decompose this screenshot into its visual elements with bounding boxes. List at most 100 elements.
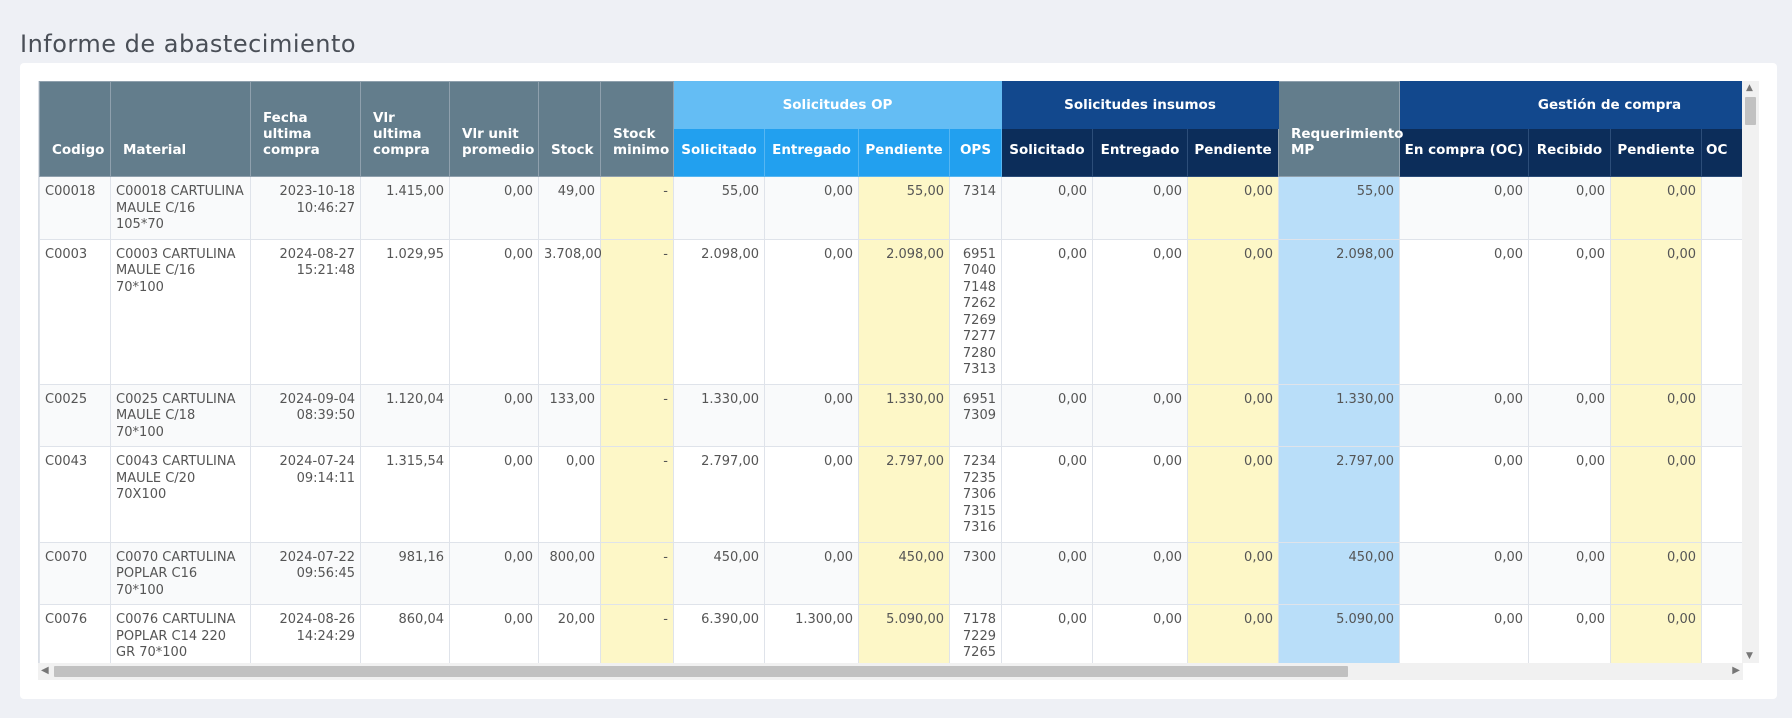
cell-op-ops: 6951 7040 7148 7262 7269 7277 7280 7313: [949, 238, 1002, 385]
cell-vlr-ultima-compra: 1.415,00: [360, 176, 450, 240]
cell-codigo: C0076: [39, 604, 111, 663]
cell-op-solicitado: 450,00: [673, 541, 765, 605]
cell-ins-pendiente: 0,00: [1187, 604, 1279, 663]
cell-requerimiento-mp: 55,00: [1278, 176, 1400, 240]
op-number[interactable]: 7316: [962, 520, 996, 535]
header-fecha-ultima-compra[interactable]: Fecha ultima compra: [250, 81, 361, 177]
table-row[interactable]: C0025 C0025 CARTULINA MAULE C/18 70*100 20…: [39, 383, 1744, 447]
cell-fecha-ultima-compra: 2024-07-24 09:14:11: [250, 446, 361, 543]
op-number[interactable]: 7300: [962, 549, 996, 565]
cell-op-solicitado: 6.390,00: [673, 604, 765, 663]
op-number[interactable]: 7306: [962, 487, 996, 502]
cell-ins-solicitado: 0,00: [1001, 446, 1093, 543]
op-number[interactable]: 7313: [962, 362, 996, 377]
header-gc-oc[interactable]: OC: [1700, 128, 1744, 177]
op-number[interactable]: 7234: [962, 454, 996, 469]
cell-gc-recibido: 0,00: [1528, 446, 1611, 543]
header-op-entregado[interactable]: Entregado: [764, 128, 859, 177]
op-number[interactable]: 7280: [962, 345, 996, 361]
header-material[interactable]: Material: [110, 81, 251, 177]
cell-material: C0076 CARTULINA POPLAR C14 220 GR 70*100: [110, 604, 251, 663]
op-number[interactable]: 7178: [962, 612, 996, 627]
cell-op-ops: 6951 7309: [949, 383, 1002, 447]
purchase-date: 2024-08-26: [279, 612, 355, 627]
cell-gc-oc: [1700, 446, 1744, 543]
cell-gc-en-compra: 0,00: [1399, 238, 1529, 385]
cell-requerimiento-mp: 2.797,00: [1278, 446, 1400, 543]
purchase-time: 09:56:45: [296, 566, 355, 581]
table-row[interactable]: C0003 C0003 CARTULINA MAULE C/16 70*100 20…: [39, 238, 1744, 385]
header-ins-solicitado[interactable]: Solicitado: [1001, 128, 1093, 177]
op-number[interactable]: 7148: [962, 279, 996, 295]
cell-op-pendiente: 1.330,00: [858, 383, 950, 447]
cell-op-pendiente: 2.098,00: [858, 238, 950, 385]
table-row[interactable]: C0076 C0076 CARTULINA POPLAR C14 220 GR 7…: [39, 604, 1744, 664]
header-ins-entregado[interactable]: Entregado: [1092, 128, 1188, 177]
header-ins-pendiente[interactable]: Pendiente: [1187, 128, 1279, 177]
cell-ins-pendiente: 0,00: [1187, 541, 1279, 605]
cell-ins-solicitado: 0,00: [1001, 176, 1093, 240]
op-number[interactable]: 7040: [962, 263, 996, 278]
header-gc-pendiente[interactable]: Pendiente: [1610, 128, 1702, 177]
header-stock[interactable]: Stock: [538, 81, 601, 177]
cell-gc-pendiente: 0,00: [1610, 383, 1702, 447]
op-number[interactable]: 7264: [955, 662, 996, 664]
cell-op-pendiente: 450,00: [858, 541, 950, 605]
cell-codigo: C0070: [39, 541, 111, 605]
op-number[interactable]: 7277: [962, 329, 996, 344]
cell-vlr-ultima-compra: 1.315,54: [360, 446, 450, 543]
scroll-down-icon[interactable]: ▼: [1746, 651, 1753, 661]
op-number[interactable]: 7314: [962, 184, 996, 199]
op-number[interactable]: 7235: [962, 470, 996, 486]
cell-vlr-ultima-compra: 860,04: [360, 604, 450, 663]
cell-stock: 800,00: [538, 541, 601, 605]
cell-gc-oc: [1700, 238, 1744, 385]
op-number[interactable]: 6951: [962, 246, 996, 262]
header-op-pendiente[interactable]: Pendiente: [858, 128, 950, 177]
header-stock-minimo[interactable]: Stock minimo: [600, 81, 674, 177]
header-vlr-ultima-compra[interactable]: Vlr ultima compra: [360, 81, 450, 177]
vertical-scroll-thumb[interactable]: [1745, 97, 1756, 125]
scroll-left-icon[interactable]: ◀: [41, 665, 49, 676]
cell-gc-recibido: 0,00: [1528, 238, 1611, 385]
vertical-scrollbar[interactable]: ▲ ▼: [1742, 81, 1759, 663]
header-codigo[interactable]: Codigo: [39, 81, 111, 177]
cell-gc-en-compra: 0,00: [1399, 604, 1529, 663]
cell-codigo: C00018: [39, 176, 111, 240]
scroll-right-icon[interactable]: ▶: [1732, 665, 1740, 676]
header-gc-en-compra[interactable]: En compra (OC): [1399, 128, 1529, 177]
header-op-ops[interactable]: OPS: [949, 128, 1002, 177]
op-number[interactable]: 7265: [962, 645, 996, 660]
header-vlr-unit-promedio[interactable]: Vlr unit promedio: [449, 81, 539, 177]
cell-stock: 133,00: [538, 383, 601, 447]
cell-gc-pendiente: 0,00: [1610, 176, 1702, 240]
purchase-date: 2024-07-24: [279, 454, 355, 469]
header-op-solicitado[interactable]: Solicitado: [673, 128, 765, 177]
table-row[interactable]: C0070 C0070 CARTULINA POPLAR C16 70*100 20…: [39, 541, 1744, 605]
report-card: Codigo Material Fecha ultima compra Vlr …: [20, 63, 1777, 699]
purchase-date: 2024-09-04: [279, 391, 355, 407]
cell-requerimiento-mp: 450,00: [1278, 541, 1400, 605]
table-scroll-area[interactable]: Codigo Material Fecha ultima compra Vlr …: [38, 81, 1744, 663]
cell-fecha-ultima-compra: 2024-09-04 08:39:50: [250, 383, 361, 447]
cell-gc-en-compra: 0,00: [1399, 541, 1529, 605]
table-row[interactable]: C00018 C00018 CARTULINA MAULE C/16 105*70…: [39, 176, 1744, 240]
cell-gc-recibido: 0,00: [1528, 604, 1611, 663]
header-gc-recibido[interactable]: Recibido: [1528, 128, 1611, 177]
page-title: Informe de abastecimiento: [20, 30, 357, 59]
op-number[interactable]: 7309: [962, 408, 996, 423]
op-number[interactable]: 7262: [962, 296, 996, 311]
group-header-gestion-compra: Gestión de compra: [1398, 81, 1744, 129]
op-number[interactable]: 7315: [962, 503, 996, 519]
op-number[interactable]: 6951: [962, 391, 996, 407]
cell-op-pendiente: 5.090,00: [858, 604, 950, 663]
horizontal-scroll-thumb[interactable]: [54, 666, 1348, 677]
cell-ins-solicitado: 0,00: [1001, 238, 1093, 385]
op-number[interactable]: 7269: [962, 312, 996, 328]
scroll-up-icon[interactable]: ▲: [1746, 83, 1753, 93]
horizontal-scrollbar[interactable]: ◀ ▶: [38, 663, 1743, 680]
cell-vlr-ultima-compra: 1.120,04: [360, 383, 450, 447]
header-requerimiento-mp[interactable]: Requerimiento MP: [1278, 81, 1403, 177]
table-row[interactable]: C0043 C0043 CARTULINA MAULE C/20 70X100 20…: [39, 446, 1744, 543]
op-number[interactable]: 7229: [962, 628, 996, 644]
